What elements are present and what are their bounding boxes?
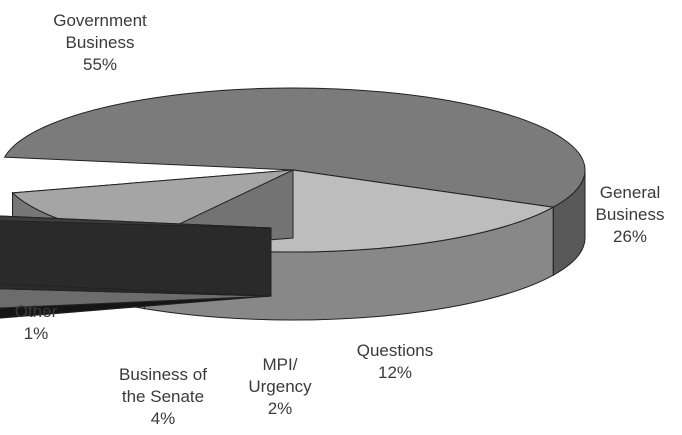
slice-label-general-business: General Business 26% [580, 182, 680, 248]
percent-label: 55% [82, 55, 118, 74]
label-line: Business [595, 205, 665, 224]
percent-label: 26% [612, 227, 648, 246]
label-line: the Senate [121, 387, 205, 406]
slice-label-other: Other 1% [4, 301, 68, 345]
slice-label-business-of-the-senate: Business of the Senate 4% [103, 364, 223, 430]
label-line: Questions [356, 341, 434, 360]
label-line: Other [14, 302, 58, 321]
slice-top-government-business [3, 87, 586, 208]
label-line: Urgency [248, 377, 312, 396]
slice-label-questions: Questions 12% [345, 340, 445, 384]
label-line: Business of [119, 365, 207, 384]
label-line: Business [65, 33, 135, 52]
percent-label: 1% [23, 324, 49, 343]
percent-label: 2% [267, 399, 293, 418]
label-line: MPI/ [262, 355, 298, 374]
percent-label: 4% [150, 409, 176, 428]
slice-label-government-business: Government Business 55% [35, 10, 165, 76]
label-line: Government [53, 11, 147, 30]
slice-top-other [0, 215, 272, 229]
percent-label: 12% [377, 363, 413, 382]
slice-label-mpi-urgency: MPI/ Urgency 2% [240, 354, 320, 420]
label-line: General [599, 183, 661, 202]
